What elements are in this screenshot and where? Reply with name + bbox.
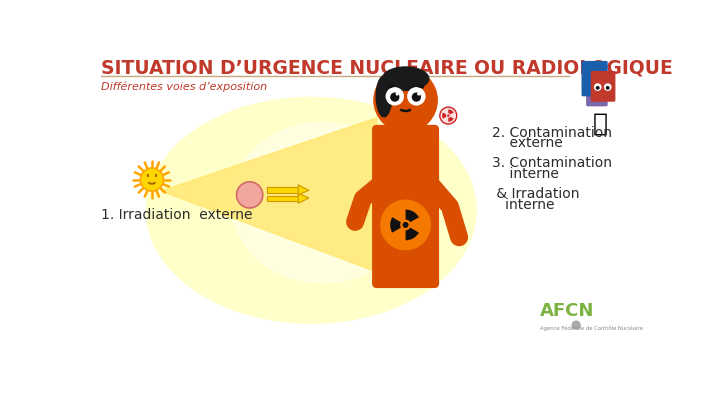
FancyBboxPatch shape — [582, 61, 608, 96]
Circle shape — [417, 92, 420, 96]
Circle shape — [140, 168, 163, 191]
FancyBboxPatch shape — [590, 71, 616, 102]
Ellipse shape — [145, 97, 477, 324]
Wedge shape — [405, 228, 419, 240]
Ellipse shape — [376, 75, 392, 117]
Circle shape — [237, 182, 263, 208]
FancyBboxPatch shape — [267, 187, 298, 193]
Circle shape — [395, 92, 399, 96]
Polygon shape — [298, 185, 309, 195]
Wedge shape — [442, 113, 446, 119]
Text: & Irradation: & Irradation — [492, 187, 580, 201]
Text: Agence Fédérale de Contrôle Nucléaire: Agence Fédérale de Contrôle Nucléaire — [540, 326, 643, 331]
Text: Différentes voies d’exposition: Différentes voies d’exposition — [101, 82, 267, 92]
Circle shape — [407, 87, 426, 106]
Polygon shape — [298, 193, 309, 203]
Text: interne: interne — [492, 198, 554, 212]
Text: AFCN: AFCN — [540, 303, 594, 320]
FancyBboxPatch shape — [586, 82, 608, 107]
Wedge shape — [449, 117, 454, 122]
Circle shape — [373, 68, 438, 132]
FancyBboxPatch shape — [372, 125, 439, 288]
Circle shape — [412, 92, 421, 102]
Circle shape — [595, 86, 600, 90]
Circle shape — [385, 87, 404, 106]
Circle shape — [572, 320, 581, 330]
Ellipse shape — [382, 66, 429, 91]
Wedge shape — [390, 217, 401, 232]
Text: interne: interne — [492, 167, 559, 181]
Circle shape — [447, 114, 449, 117]
Text: 2. Contamination: 2. Contamination — [492, 126, 612, 140]
Polygon shape — [161, 118, 377, 272]
Wedge shape — [449, 109, 454, 115]
Circle shape — [380, 200, 431, 250]
Circle shape — [402, 222, 408, 228]
Circle shape — [606, 86, 610, 90]
Text: externe: externe — [492, 136, 563, 150]
Circle shape — [440, 107, 456, 124]
Circle shape — [390, 92, 400, 102]
Circle shape — [594, 83, 601, 91]
Circle shape — [604, 83, 611, 91]
Wedge shape — [405, 209, 419, 222]
Text: 3. Contamination: 3. Contamination — [492, 156, 612, 171]
Text: SITUATION D’URGENCE NUCLEAIRE OU RADIOLOGIQUE: SITUATION D’URGENCE NUCLEAIRE OU RADIOLO… — [101, 59, 672, 78]
Ellipse shape — [230, 122, 415, 284]
Text: 🌧: 🌧 — [593, 111, 608, 135]
Text: 1. Irradiation  externe: 1. Irradiation externe — [101, 208, 253, 222]
FancyBboxPatch shape — [267, 196, 298, 201]
